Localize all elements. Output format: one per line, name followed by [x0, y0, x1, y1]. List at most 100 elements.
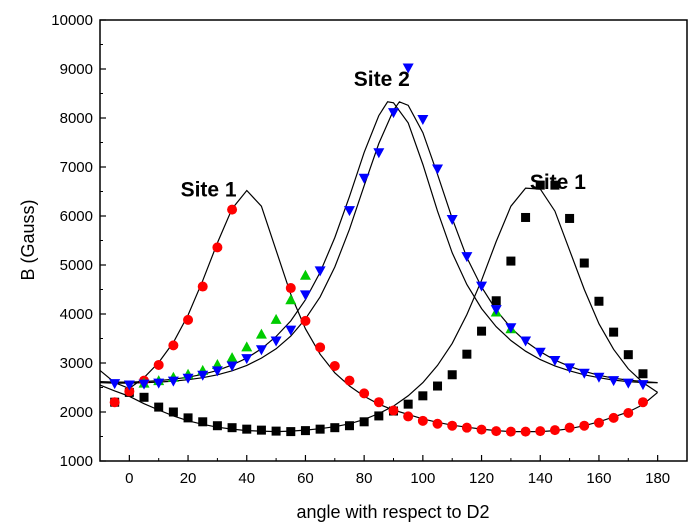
triangle-down-marker: [417, 114, 429, 125]
y-tick-label: 1000: [60, 453, 93, 470]
square-marker: [198, 417, 208, 427]
square-marker: [300, 426, 310, 436]
square-marker: [433, 381, 443, 391]
triangle-down-marker: [490, 305, 502, 316]
circle-marker: [197, 281, 208, 292]
circle-marker: [124, 386, 135, 397]
triangle-down-marker: [388, 108, 399, 119]
triangle-up-marker: [241, 341, 253, 352]
circle-marker: [183, 314, 194, 325]
circle-marker: [593, 417, 604, 428]
square-marker: [565, 213, 575, 223]
square-marker: [521, 212, 531, 222]
square-marker: [491, 296, 501, 306]
circle-marker: [623, 407, 634, 418]
triangle-down-marker: [476, 281, 488, 292]
x-tick-label: 40: [238, 470, 255, 487]
circle-marker: [300, 315, 311, 326]
square-marker: [609, 327, 619, 337]
y-tick-label: 2000: [60, 404, 93, 421]
square-marker: [139, 392, 149, 402]
triangle-down-marker: [637, 380, 649, 391]
triangle-down-marker: [520, 336, 532, 347]
triangle-down-marker: [402, 63, 414, 74]
triangle-up-marker: [226, 352, 238, 363]
x-tick-label: 80: [356, 470, 373, 487]
triangle-up-marker: [255, 328, 267, 339]
y-tick-label: 10000: [51, 12, 93, 29]
triangle-down-marker: [226, 361, 238, 372]
triangle-down-marker: [373, 148, 385, 159]
circle-marker: [535, 426, 546, 437]
triangle-down-marker: [343, 206, 355, 217]
annotations: Site 1 Site 2 Site 1: [181, 68, 587, 201]
y-axis: 1000 2000 3000 4000 5000 6000 7000 8000 9000 1000…: [51, 12, 106, 470]
triangle-down-marker: [182, 373, 194, 384]
circle-marker: [520, 426, 531, 437]
square-marker: [506, 256, 516, 266]
circle-marker: [476, 424, 487, 435]
square-marker: [535, 180, 545, 190]
triangle-down-marker: [505, 323, 517, 334]
fit-curve-2: [99, 187, 658, 433]
circle-marker: [315, 342, 326, 353]
square-marker: [242, 424, 252, 434]
x-tick-label: 160: [586, 470, 611, 487]
triangle-down-marker: [446, 214, 458, 225]
triangle-down-marker: [285, 325, 297, 336]
square-marker: [154, 402, 164, 412]
triangle-down-marker: [167, 376, 179, 387]
triangle-down-marker: [123, 380, 135, 391]
square-marker: [315, 424, 325, 434]
x-tick-label: 180: [645, 470, 670, 487]
y-axis-title: B (Gauss): [18, 199, 38, 280]
x-axis-title: angle with respect to D2: [296, 502, 489, 522]
fit-curve-1: [99, 189, 658, 433]
circle-marker: [344, 375, 355, 386]
square-marker: [447, 370, 457, 380]
circle-marker: [285, 283, 296, 294]
circle-marker: [329, 360, 340, 371]
circle-marker: [227, 204, 238, 215]
triangle-down-marker: [138, 379, 150, 390]
triangle-down-marker: [109, 379, 121, 390]
y-tick-label: 5000: [60, 257, 93, 274]
square-marker: [168, 407, 178, 417]
square-marker: [212, 421, 222, 431]
square-marker: [594, 296, 604, 306]
square-marker: [271, 426, 281, 436]
square-marker: [477, 326, 487, 336]
triangle-down-marker: [608, 376, 620, 387]
circle-marker: [373, 397, 384, 408]
circle-marker: [564, 422, 575, 433]
square-marker: [623, 350, 633, 360]
triangle-down-marker: [593, 372, 605, 383]
x-axis: 0 20 40 60 80 100 120 140 160 180: [99, 455, 688, 487]
triangle-down-marker: [314, 266, 326, 277]
x-tick-label: 120: [469, 470, 494, 487]
triangle-down-marker: [564, 363, 576, 374]
circle-marker: [168, 340, 179, 351]
y-tick-label: 4000: [60, 306, 93, 323]
fit-curve-4: [99, 101, 658, 384]
triangle-down-marker: [197, 370, 209, 381]
circle-marker: [549, 425, 560, 436]
fit-curve-3: [99, 101, 658, 384]
square-marker: [374, 411, 384, 421]
y-tick-label: 9000: [60, 61, 93, 78]
y-tick-label: 3000: [60, 355, 93, 372]
square-marker: [256, 425, 266, 435]
circle-marker: [417, 415, 428, 426]
triangle-down-marker: [578, 368, 590, 379]
triangle-up-marker: [270, 313, 282, 324]
square-marker: [418, 391, 428, 401]
triangle-down-marker: [255, 345, 267, 356]
triangle-down-marker: [299, 290, 311, 301]
square-marker: [403, 399, 413, 409]
circle-marker: [491, 426, 502, 437]
site-annotation: Site 1: [181, 178, 237, 201]
circle-marker: [212, 242, 223, 253]
square-marker: [227, 423, 237, 433]
square-marker: [330, 423, 340, 433]
